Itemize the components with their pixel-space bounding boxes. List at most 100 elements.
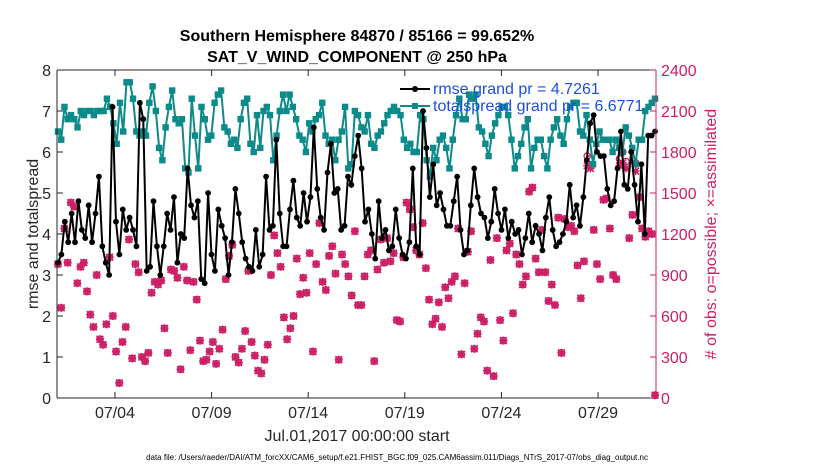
totalspread-marker [214, 91, 222, 98]
obs-assimilated-marker [215, 344, 224, 353]
obs-assimilated-marker [89, 322, 98, 331]
totalspread-marker [478, 128, 486, 135]
rmse-marker [290, 177, 297, 184]
y-right-tick-label: 1800 [661, 145, 697, 162]
totalspread-marker [589, 161, 597, 168]
obs-assimilated-marker [192, 295, 201, 304]
obs-assimilated-marker [544, 296, 553, 305]
rmse-marker [375, 198, 382, 205]
obs-assimilated-marker [570, 227, 579, 236]
totalspread-marker [384, 111, 391, 119]
totalspread-marker [155, 144, 163, 152]
rmse-marker [167, 227, 174, 233]
rmse-marker [205, 190, 211, 196]
rmse-marker [133, 243, 140, 250]
obs-assimilated-marker [321, 286, 330, 295]
obs-assimilated-marker [257, 369, 266, 378]
obs-assimilated-marker [421, 264, 430, 273]
rmse-marker [362, 218, 368, 225]
totalspread-marker [540, 152, 548, 160]
rmse-marker [341, 222, 348, 229]
y-tick-label: 5 [42, 186, 51, 203]
totalspread-marker [64, 116, 71, 123]
rmse-marker [256, 263, 263, 270]
totalspread-marker [234, 144, 241, 152]
y-right-tick-label: 900 [661, 268, 688, 285]
obs-assimilated-marker [405, 205, 414, 214]
totalspread-marker [560, 140, 567, 148]
totalspread-marker [87, 107, 94, 115]
totalspread-marker [576, 128, 584, 135]
obs-assimilated-marker [550, 301, 559, 310]
totalspread-marker [550, 124, 558, 131]
rmse-marker [379, 235, 385, 242]
obs-assimilated-marker [360, 272, 369, 281]
obs-assimilated-marker [137, 353, 146, 361]
totalspread-marker [188, 95, 195, 102]
totalspread-marker [596, 128, 603, 135]
obs-assimilated-marker [538, 225, 547, 234]
totalspread-marker [345, 165, 352, 172]
rmse-marker [198, 276, 205, 282]
obs-assimilated-marker [157, 276, 166, 285]
obs-assimilated-marker [434, 298, 443, 307]
axes-layer: 0 1 2 3 4 5 6 7 8 0 300 600 900 1200 1500 1800 2100 2400 0… [42, 63, 697, 422]
obs-assimilated-marker [560, 214, 569, 223]
totalspread-marker [387, 107, 394, 115]
totalspread-marker [80, 111, 88, 119]
obs-assimilated-marker [370, 357, 379, 366]
rmse-marker [549, 227, 556, 233]
rmse-marker [160, 243, 167, 250]
totalspread-marker [645, 103, 652, 111]
rmse-marker [191, 214, 198, 221]
totalspread-marker [563, 116, 571, 123]
obs-assimilated-marker [592, 260, 601, 269]
rmse-marker [403, 255, 409, 262]
totalspread-marker [319, 99, 326, 106]
rmse-marker [631, 181, 638, 188]
obs-assimilated-marker [92, 271, 101, 279]
obs-assimilated-marker [496, 316, 505, 325]
rmse-marker [583, 157, 590, 164]
obs-assimilated-marker [470, 344, 479, 353]
obs-assimilated-marker [521, 272, 530, 281]
rmse-marker [225, 272, 232, 278]
totalspread-marker [244, 95, 251, 102]
legend-rmse-label: rmse grand pr = 4.7261 [433, 81, 600, 98]
rmse-marker [399, 251, 406, 258]
rmse-marker [338, 227, 345, 233]
obs-assimilated-marker [499, 336, 508, 345]
rmse-marker [420, 108, 426, 114]
rmse-marker [235, 210, 242, 217]
obs-assimilated-marker [389, 249, 398, 258]
rmse-marker [406, 239, 413, 246]
totalspread-marker [553, 116, 561, 123]
rmse-marker [259, 251, 266, 258]
obs-assimilated-marker [576, 294, 585, 303]
totalspread-marker [168, 87, 176, 94]
totalspread-marker [201, 116, 208, 123]
totalspread-marker [120, 128, 127, 135]
totalspread-marker [341, 103, 349, 111]
obs-assimilated-marker [350, 227, 359, 236]
legend-rmse-marker [412, 86, 418, 92]
rmse-marker [430, 161, 437, 168]
obs-assimilated-marker [502, 246, 511, 255]
obs-assimilated-marker [250, 351, 259, 360]
rmse-marker [604, 186, 611, 192]
totalspread-marker [279, 91, 287, 98]
obs-assimilated-marker [70, 202, 79, 211]
totalspread-marker [217, 87, 225, 94]
obs-assimilated-marker [73, 279, 82, 288]
obs-assimilated-marker [289, 312, 298, 320]
obs-assimilated-marker [186, 346, 195, 355]
rmse-marker [351, 153, 358, 160]
rmse-marker [276, 210, 283, 217]
obs-assimilated-marker [412, 246, 421, 255]
obs-assimilated-marker [312, 260, 321, 269]
obs-assimilated-marker [205, 347, 214, 356]
rmse-marker [266, 227, 273, 233]
rmse-marker [92, 210, 99, 217]
totalspread-marker [638, 136, 646, 143]
rmse-marker [515, 227, 522, 233]
